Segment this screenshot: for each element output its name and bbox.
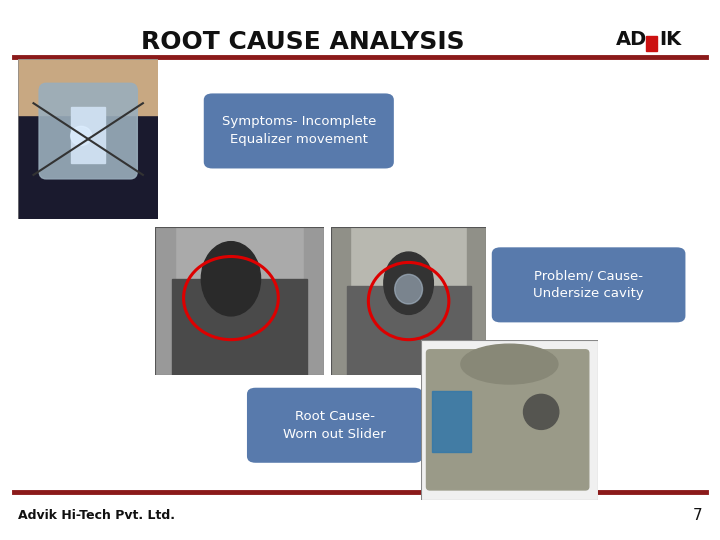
Ellipse shape (202, 241, 261, 316)
Ellipse shape (384, 252, 433, 314)
Ellipse shape (461, 344, 558, 384)
Ellipse shape (71, 126, 91, 145)
Bar (347, 286, 471, 375)
Text: Symptoms- Incomplete
Equalizer movement: Symptoms- Incomplete Equalizer movement (222, 116, 376, 146)
Text: AD: AD (616, 30, 647, 49)
FancyBboxPatch shape (204, 93, 394, 168)
Bar (304, 227, 324, 375)
Text: ROOT CAUSE ANALYSIS: ROOT CAUSE ANALYSIS (140, 30, 464, 53)
FancyBboxPatch shape (39, 83, 138, 179)
Bar (331, 227, 350, 375)
Ellipse shape (395, 274, 423, 304)
Bar (172, 279, 307, 375)
Bar (467, 227, 486, 375)
FancyBboxPatch shape (247, 388, 423, 463)
Ellipse shape (523, 394, 559, 429)
Text: Root Cause-
Worn out Slider: Root Cause- Worn out Slider (284, 410, 386, 441)
Text: Advik Hi-Tech Pvt. Ltd.: Advik Hi-Tech Pvt. Ltd. (18, 509, 175, 522)
Text: 7: 7 (693, 508, 702, 523)
Bar (18, 59, 158, 115)
Text: IK: IK (659, 30, 681, 49)
Bar (331, 227, 486, 294)
FancyBboxPatch shape (492, 247, 685, 322)
Bar (155, 227, 175, 375)
FancyBboxPatch shape (646, 36, 657, 51)
Bar (155, 227, 324, 286)
Text: Problem/ Cause-
Undersize cavity: Problem/ Cause- Undersize cavity (534, 269, 644, 300)
Bar (71, 107, 105, 163)
Bar (432, 391, 471, 451)
FancyBboxPatch shape (426, 350, 589, 490)
